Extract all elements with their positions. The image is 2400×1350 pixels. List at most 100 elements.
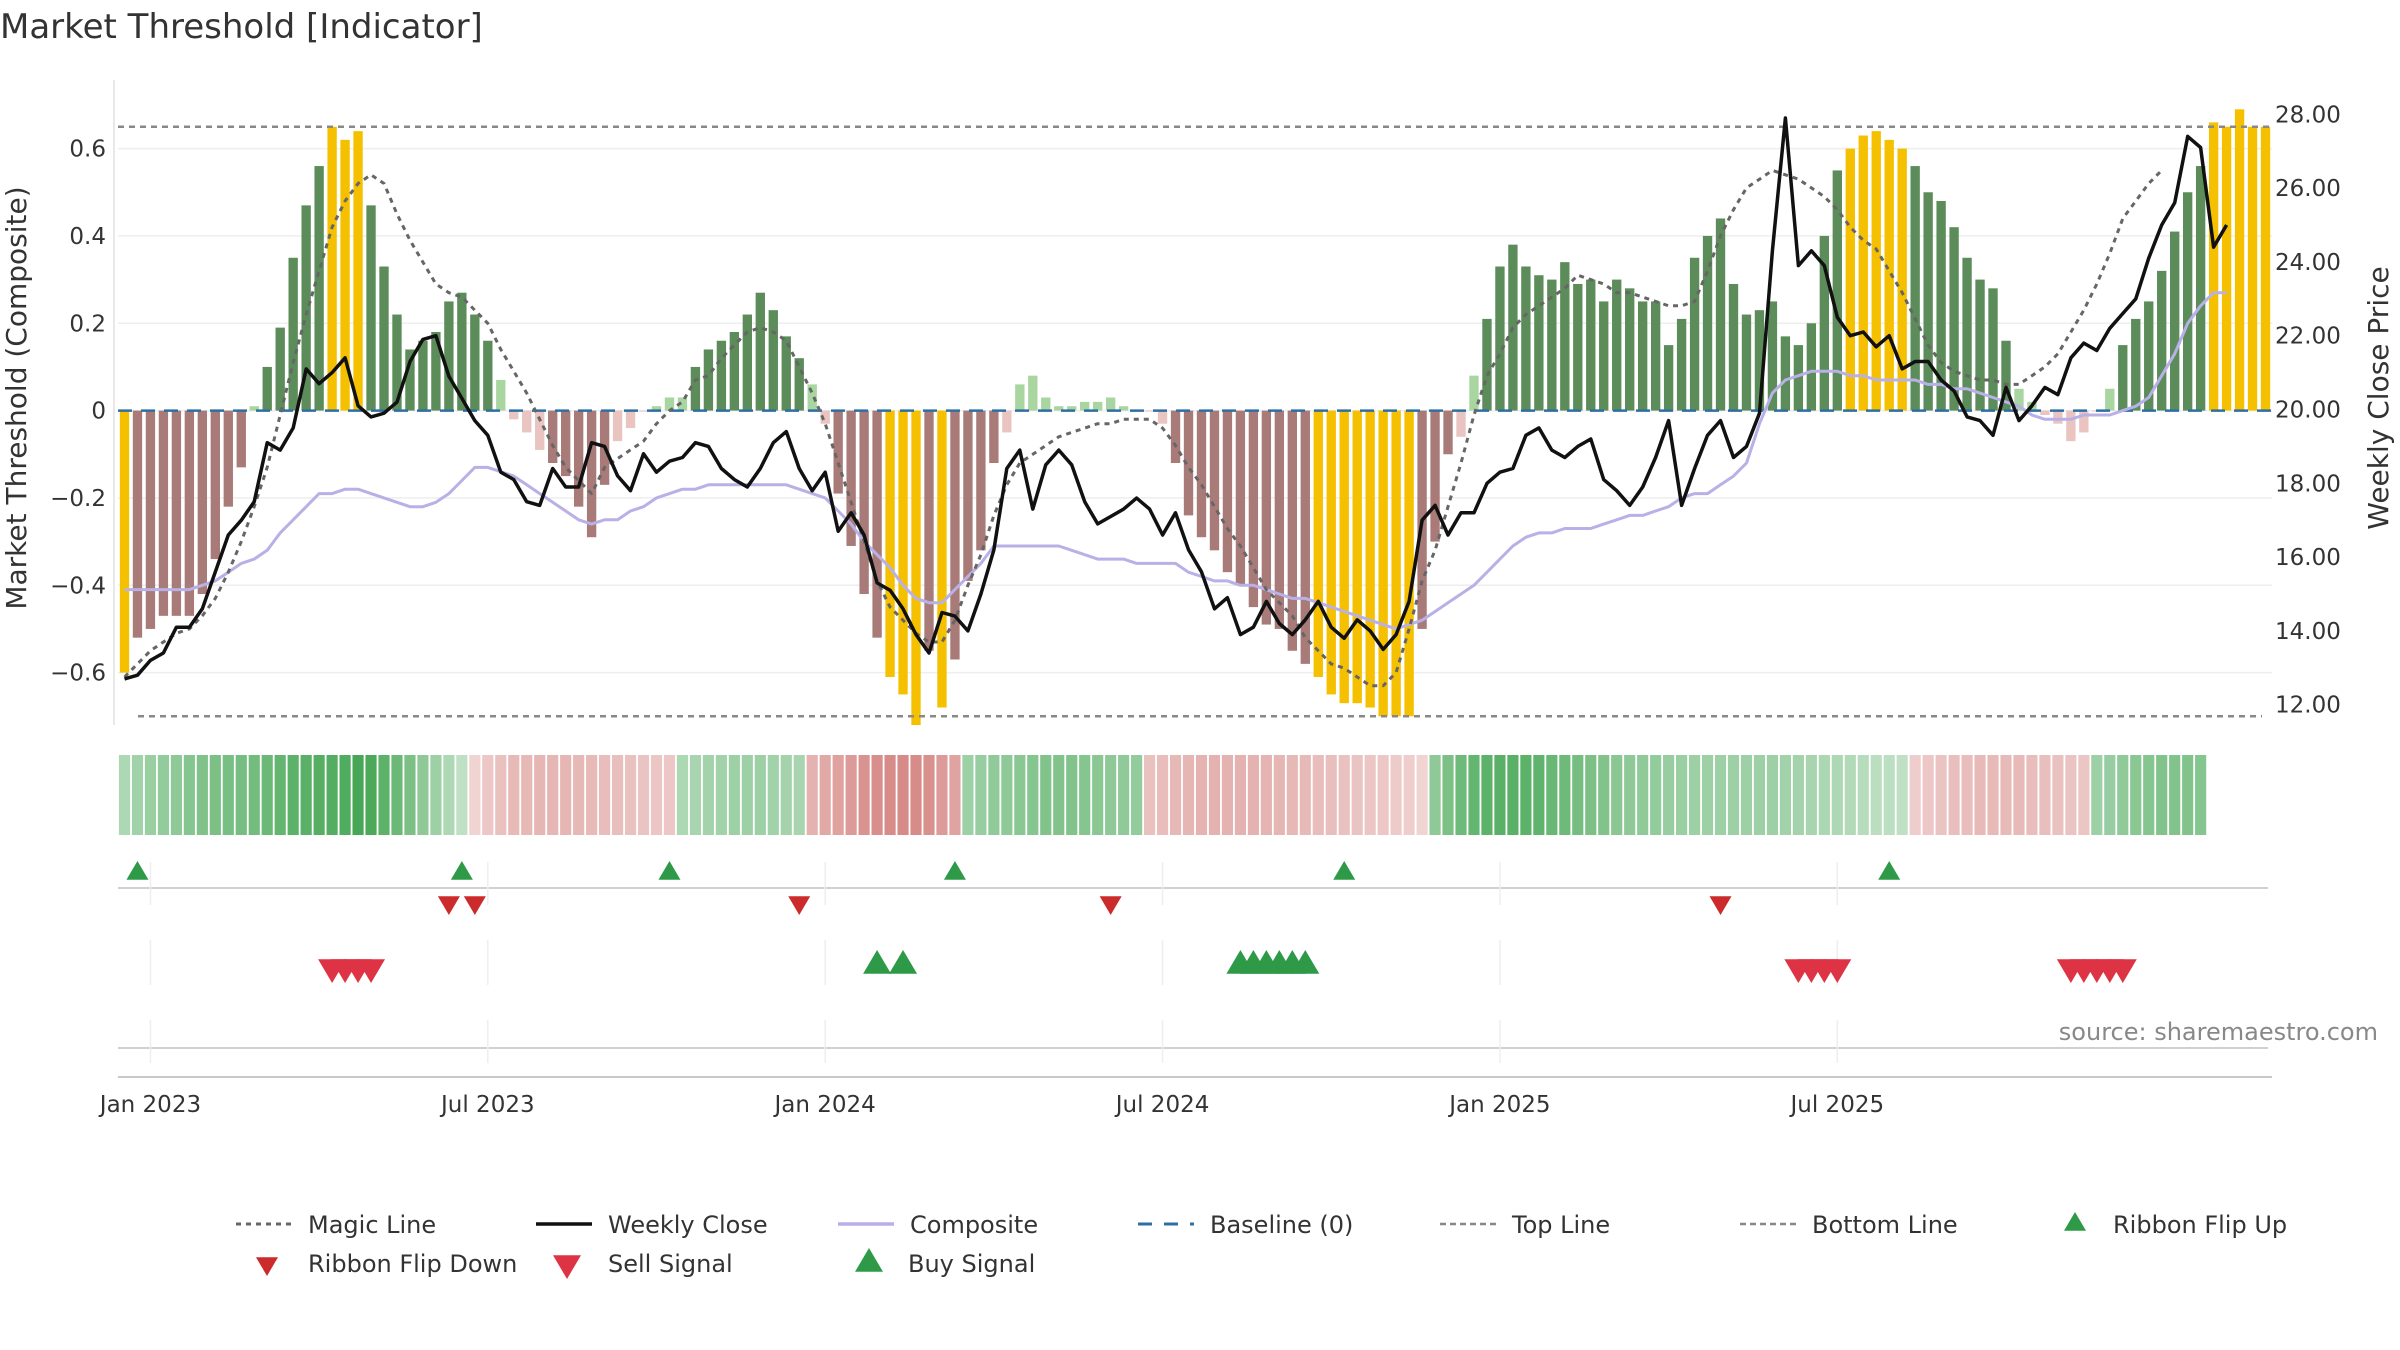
composite-bar	[1482, 318, 1492, 411]
composite-bar	[1754, 310, 1765, 411]
ribbon-flip-down-marker	[1709, 896, 1732, 915]
ribbon-cell	[832, 755, 844, 835]
composite-bar	[976, 410, 986, 551]
composite-bar	[210, 410, 220, 560]
ribbon-cell	[1364, 755, 1376, 835]
composite-bar	[1495, 266, 1505, 411]
composite-bar	[1118, 406, 1129, 411]
ribbon-cell	[1247, 755, 1259, 835]
ribbon-cell	[1468, 755, 1480, 835]
composite-bar	[262, 366, 272, 411]
composite-bar	[535, 410, 545, 450]
composite-bar	[833, 410, 843, 494]
composite-bar	[781, 336, 791, 411]
composite-bar	[2221, 126, 2232, 411]
ribbon-cell	[573, 755, 585, 835]
ribbon-cell	[819, 755, 831, 835]
composite-bar	[1741, 314, 1752, 411]
sell-signal-marker	[1823, 959, 1852, 983]
ribbon-cell	[702, 755, 714, 835]
ribbon-cell	[1169, 755, 1182, 835]
legend-label: Magic Line	[308, 1211, 436, 1239]
ribbon-cell	[611, 755, 624, 835]
right-tick-label: 26.00	[2275, 176, 2341, 202]
composite-bar	[1676, 318, 1687, 411]
legend-label: Baseline (0)	[1210, 1211, 1353, 1239]
ribbon-cell	[1092, 755, 1104, 835]
ribbon-cell	[586, 755, 598, 835]
composite-bar	[1650, 301, 1661, 411]
ribbon-cell	[1740, 755, 1753, 835]
ribbon-cell	[1105, 755, 1117, 835]
legend: Magic Line Weekly Close Composite Baseline …	[236, 1211, 2287, 1279]
legend-item-flip-down: Ribbon Flip Down	[256, 1250, 517, 1278]
ribbon-flip-up-marker	[450, 861, 473, 880]
ribbon-cell	[1650, 755, 1662, 835]
ribbon-cell	[962, 755, 974, 835]
composite-bar	[872, 410, 882, 638]
composite-bar	[1378, 410, 1388, 717]
ribbon-cell	[326, 755, 338, 835]
ribbon-cell	[469, 755, 481, 835]
ribbon-cell	[1377, 755, 1389, 835]
ribbon-cell	[676, 755, 689, 835]
ribbon-cell	[1312, 755, 1324, 835]
ribbon-cell	[547, 755, 559, 835]
ribbon-cell	[1040, 755, 1052, 835]
ribbon-cell	[482, 755, 494, 835]
composite-bar	[1547, 279, 1557, 411]
composite-bar	[184, 410, 195, 616]
ribbon-cell	[378, 755, 390, 835]
ribbon-cell	[2013, 755, 2025, 835]
legend-item-magic: Magic Line	[236, 1211, 436, 1239]
ribbon-cell	[261, 755, 273, 835]
composite-bar	[716, 340, 727, 411]
ribbon-cell	[1598, 755, 1610, 835]
composite-bars	[119, 109, 2271, 725]
composite-bar	[768, 310, 778, 411]
legend-item-flip-up: Ribbon Flip Up	[2064, 1211, 2287, 1239]
ribbon-cell	[1637, 755, 1649, 835]
composite-bar	[846, 410, 856, 546]
composite-bar	[1521, 266, 1531, 411]
left-tick-label: −0.4	[50, 573, 106, 599]
ribbon-cell	[1624, 755, 1636, 835]
composite-bar	[755, 292, 765, 411]
ribbon-cell	[1857, 755, 1869, 835]
composite-bar	[560, 410, 571, 477]
ribbon-cell	[1779, 755, 1791, 835]
composite-bar	[807, 384, 817, 411]
composite-bar	[1391, 410, 1401, 717]
composite-bar	[145, 410, 156, 629]
legend-label: Top Line	[1511, 1211, 1610, 1239]
ribbon-cell	[1572, 755, 1584, 835]
composite-bar	[1261, 410, 1272, 625]
composite-bar	[1469, 375, 1479, 411]
ribbon-cell	[2000, 755, 2012, 835]
ribbon-cell	[1481, 755, 1493, 835]
composite-bar	[1871, 131, 1881, 411]
ribbon-cell	[1286, 755, 1298, 835]
composite-bar	[1209, 410, 1220, 551]
series-lines	[123, 116, 2229, 688]
ribbon-cell	[144, 755, 157, 835]
composite-line	[124, 291, 2227, 631]
composite-bar	[1404, 410, 1414, 717]
legend-item-close: Weekly Close	[536, 1211, 768, 1239]
ribbon-cell	[1896, 755, 1908, 835]
ribbon-cell	[1961, 755, 1973, 835]
composite-bar	[1573, 283, 1583, 411]
x-tick-label: Jan 2025	[1447, 1092, 1550, 1118]
ribbon-cell	[1118, 755, 1130, 835]
legend-label: Ribbon Flip Down	[308, 1250, 517, 1278]
ribbon-cell	[443, 755, 455, 835]
right-tick-label: 22.00	[2275, 324, 2341, 350]
composite-bar	[1365, 410, 1375, 708]
composite-bar	[509, 410, 519, 420]
buy-signal-marker	[1291, 950, 1320, 974]
composite-bar	[1105, 397, 1116, 411]
ribbon-cell	[2039, 755, 2051, 835]
composite-bar	[470, 314, 480, 411]
composite-bar	[937, 410, 947, 708]
ribbon-cell	[1935, 755, 1947, 835]
